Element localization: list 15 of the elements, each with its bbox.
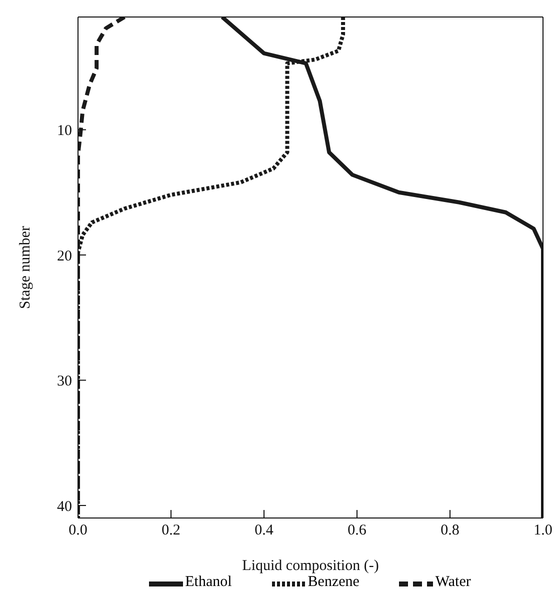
y-axis-title: Stage number [17,226,34,309]
y-tick-label: 10 [57,123,72,140]
x-tick-label: 0.6 [348,522,367,539]
legend-label: Ethanol [185,574,232,591]
legend-label: Water [435,574,471,591]
legend-label: Benzene [308,574,360,591]
x-tick-label: 0.4 [254,522,274,539]
x-axis-title: Liquid composition (-) [242,558,379,574]
x-tick-label: 0.8 [440,522,460,539]
y-tick-label: 20 [57,248,72,264]
x-tick-label: 0.2 [162,522,180,539]
y-tick-label: 40 [57,498,72,515]
x-tick-label: 1.0 [534,522,552,539]
x-tick-label: 0.0 [68,522,88,539]
y-tick-label: 30 [57,374,72,390]
